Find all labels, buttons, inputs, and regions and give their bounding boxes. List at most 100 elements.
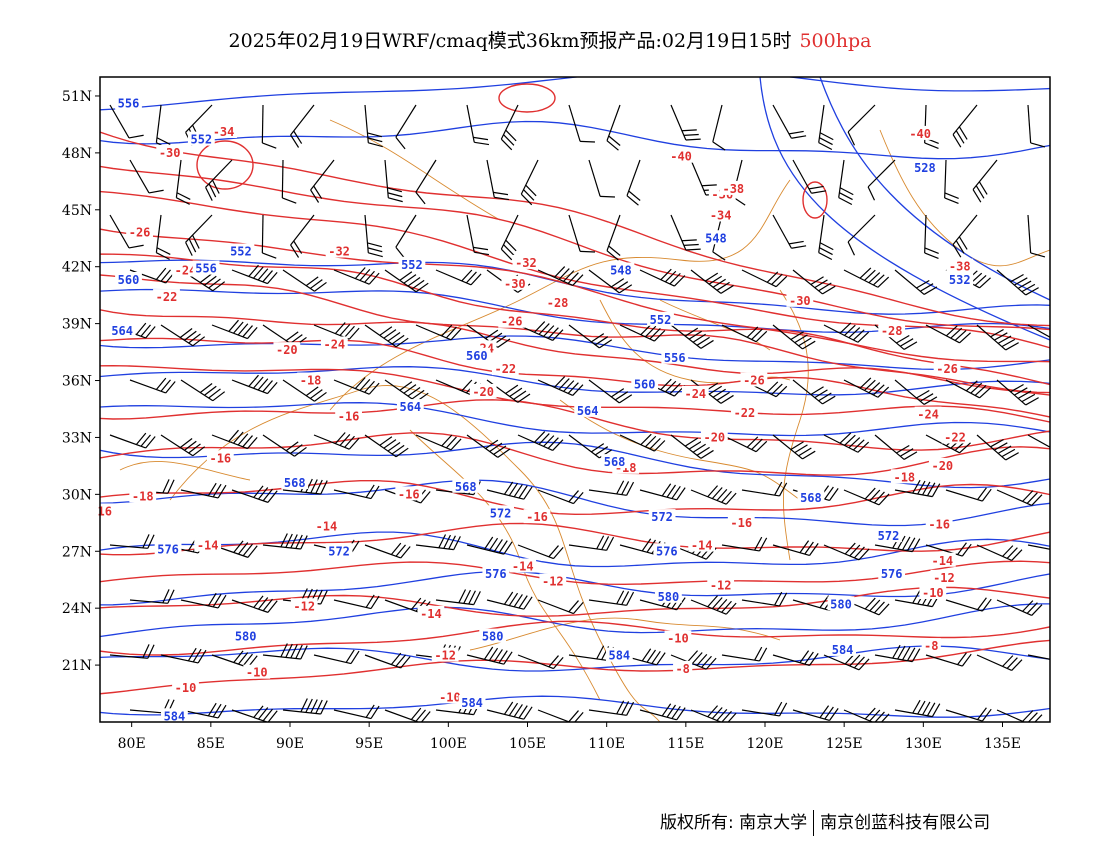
wind-barb bbox=[952, 104, 978, 148]
height-contour bbox=[100, 288, 1050, 333]
height-contour bbox=[100, 441, 1050, 489]
wind-barb bbox=[619, 433, 666, 452]
height-label-bg bbox=[398, 256, 426, 271]
temperature-label-bg bbox=[325, 243, 353, 258]
height-label-bg bbox=[605, 647, 633, 662]
height-label: 572 bbox=[328, 544, 350, 558]
wind-barb bbox=[741, 269, 788, 288]
height-contour bbox=[100, 531, 1050, 568]
wind-barb bbox=[792, 159, 827, 194]
temperature-label-bg bbox=[523, 509, 551, 524]
wind-barb bbox=[772, 650, 819, 667]
temperature-label: -32 bbox=[328, 245, 350, 259]
height-contour bbox=[100, 603, 1050, 638]
height-label: 564 bbox=[399, 400, 421, 414]
temperature-contour bbox=[196, 140, 254, 190]
temperature-label-bg bbox=[172, 679, 199, 694]
wind-barb bbox=[415, 534, 461, 551]
wind-barb bbox=[606, 104, 621, 151]
height-label-bg bbox=[458, 695, 486, 710]
wind-barb bbox=[384, 269, 429, 293]
wind-barb bbox=[976, 654, 1023, 672]
height-label: 576 bbox=[485, 567, 507, 581]
temperature-label: -20 bbox=[276, 343, 298, 357]
height-label-bg bbox=[232, 628, 260, 643]
temperature-label: -24 bbox=[917, 408, 939, 422]
temperature-label: -14 bbox=[512, 559, 534, 573]
temperature-label-bg bbox=[498, 313, 526, 328]
height-label-bg bbox=[661, 349, 689, 364]
wind-barb bbox=[313, 649, 360, 665]
height-label-bg bbox=[482, 566, 510, 581]
wind-barb bbox=[690, 485, 737, 505]
height-label-bg bbox=[653, 543, 681, 558]
temperature-label: -10 bbox=[175, 681, 197, 695]
title-main: 2025年02月19日WRF/cmaq模式36km预报产品:02月19日15时 bbox=[228, 30, 792, 52]
contour-labels: -34-30-26-24-22-20-18-16-16-1816-16-14-1… bbox=[95, 95, 974, 723]
wind-barb bbox=[435, 269, 482, 286]
temperature-label: -34 bbox=[710, 208, 732, 222]
height-label-bg bbox=[655, 588, 682, 603]
temperature-contour bbox=[100, 522, 1050, 556]
wind-barb bbox=[843, 267, 890, 288]
wind-barb bbox=[486, 379, 531, 403]
height-label: 576 bbox=[881, 567, 903, 581]
temperature-contour bbox=[100, 639, 1050, 695]
wind-barb bbox=[129, 377, 176, 394]
temperature-label-bg bbox=[172, 262, 199, 277]
temperature-label: -20 bbox=[931, 459, 953, 473]
height-label-bg bbox=[187, 131, 215, 146]
wind-barb bbox=[384, 379, 429, 403]
temperature-label: -14 bbox=[197, 539, 219, 553]
height-contour bbox=[100, 570, 1050, 606]
lat-tick-label: 48N bbox=[62, 146, 92, 162]
boundary-line bbox=[779, 289, 809, 561]
temperature-label: -22 bbox=[494, 362, 516, 376]
wind-barb bbox=[924, 214, 939, 260]
wind-barb bbox=[313, 432, 360, 450]
wind-barb bbox=[823, 322, 870, 343]
wind-barb bbox=[364, 324, 409, 348]
temperature-label: -40 bbox=[670, 150, 692, 164]
boundary-line bbox=[329, 119, 501, 221]
temperature-contour bbox=[498, 83, 556, 113]
wind-barb bbox=[823, 542, 870, 561]
wind-barb bbox=[568, 324, 613, 349]
wind-barb bbox=[741, 701, 788, 717]
wind-barb bbox=[996, 709, 1043, 722]
footer: 版权所有: 南京大学 南京创蓝科技有限公司 bbox=[660, 808, 990, 836]
temperature-label: -18 bbox=[893, 470, 915, 484]
height-label: 580 bbox=[658, 590, 680, 604]
wind-barb bbox=[466, 536, 513, 555]
wind-barb bbox=[772, 324, 816, 350]
height-label-bg bbox=[647, 311, 674, 326]
temperature-label-bg bbox=[539, 573, 567, 588]
height-label-bg bbox=[281, 474, 309, 489]
temperature-label-bg bbox=[786, 292, 814, 307]
wind-barb bbox=[109, 432, 156, 449]
temperature-label: -26 bbox=[501, 315, 523, 329]
height-label-bg bbox=[878, 566, 906, 581]
pressure-level-label: 500hpa bbox=[799, 30, 872, 52]
height-label: 568 bbox=[604, 455, 626, 469]
height-label: 584 bbox=[164, 709, 186, 723]
temperature-label-bg bbox=[509, 558, 537, 573]
wind-barb bbox=[945, 707, 992, 722]
wind-barb bbox=[690, 595, 737, 615]
wind-barb bbox=[952, 214, 978, 258]
wind-barb bbox=[976, 324, 1019, 351]
wind-barb bbox=[282, 269, 327, 292]
height-label-bg bbox=[115, 271, 142, 286]
temperature-contour bbox=[100, 253, 1050, 386]
wind-barb bbox=[588, 590, 635, 606]
wind-barb bbox=[129, 159, 164, 194]
wind-barb bbox=[741, 481, 788, 497]
temperature-label-bg bbox=[491, 361, 519, 376]
wind-barb bbox=[894, 379, 938, 405]
temperature-label-bg bbox=[417, 605, 445, 620]
temperature-label: -34 bbox=[213, 125, 235, 139]
wind-barb bbox=[466, 646, 513, 665]
height-label-bg bbox=[607, 262, 635, 277]
temperature-label-bg bbox=[297, 372, 324, 387]
